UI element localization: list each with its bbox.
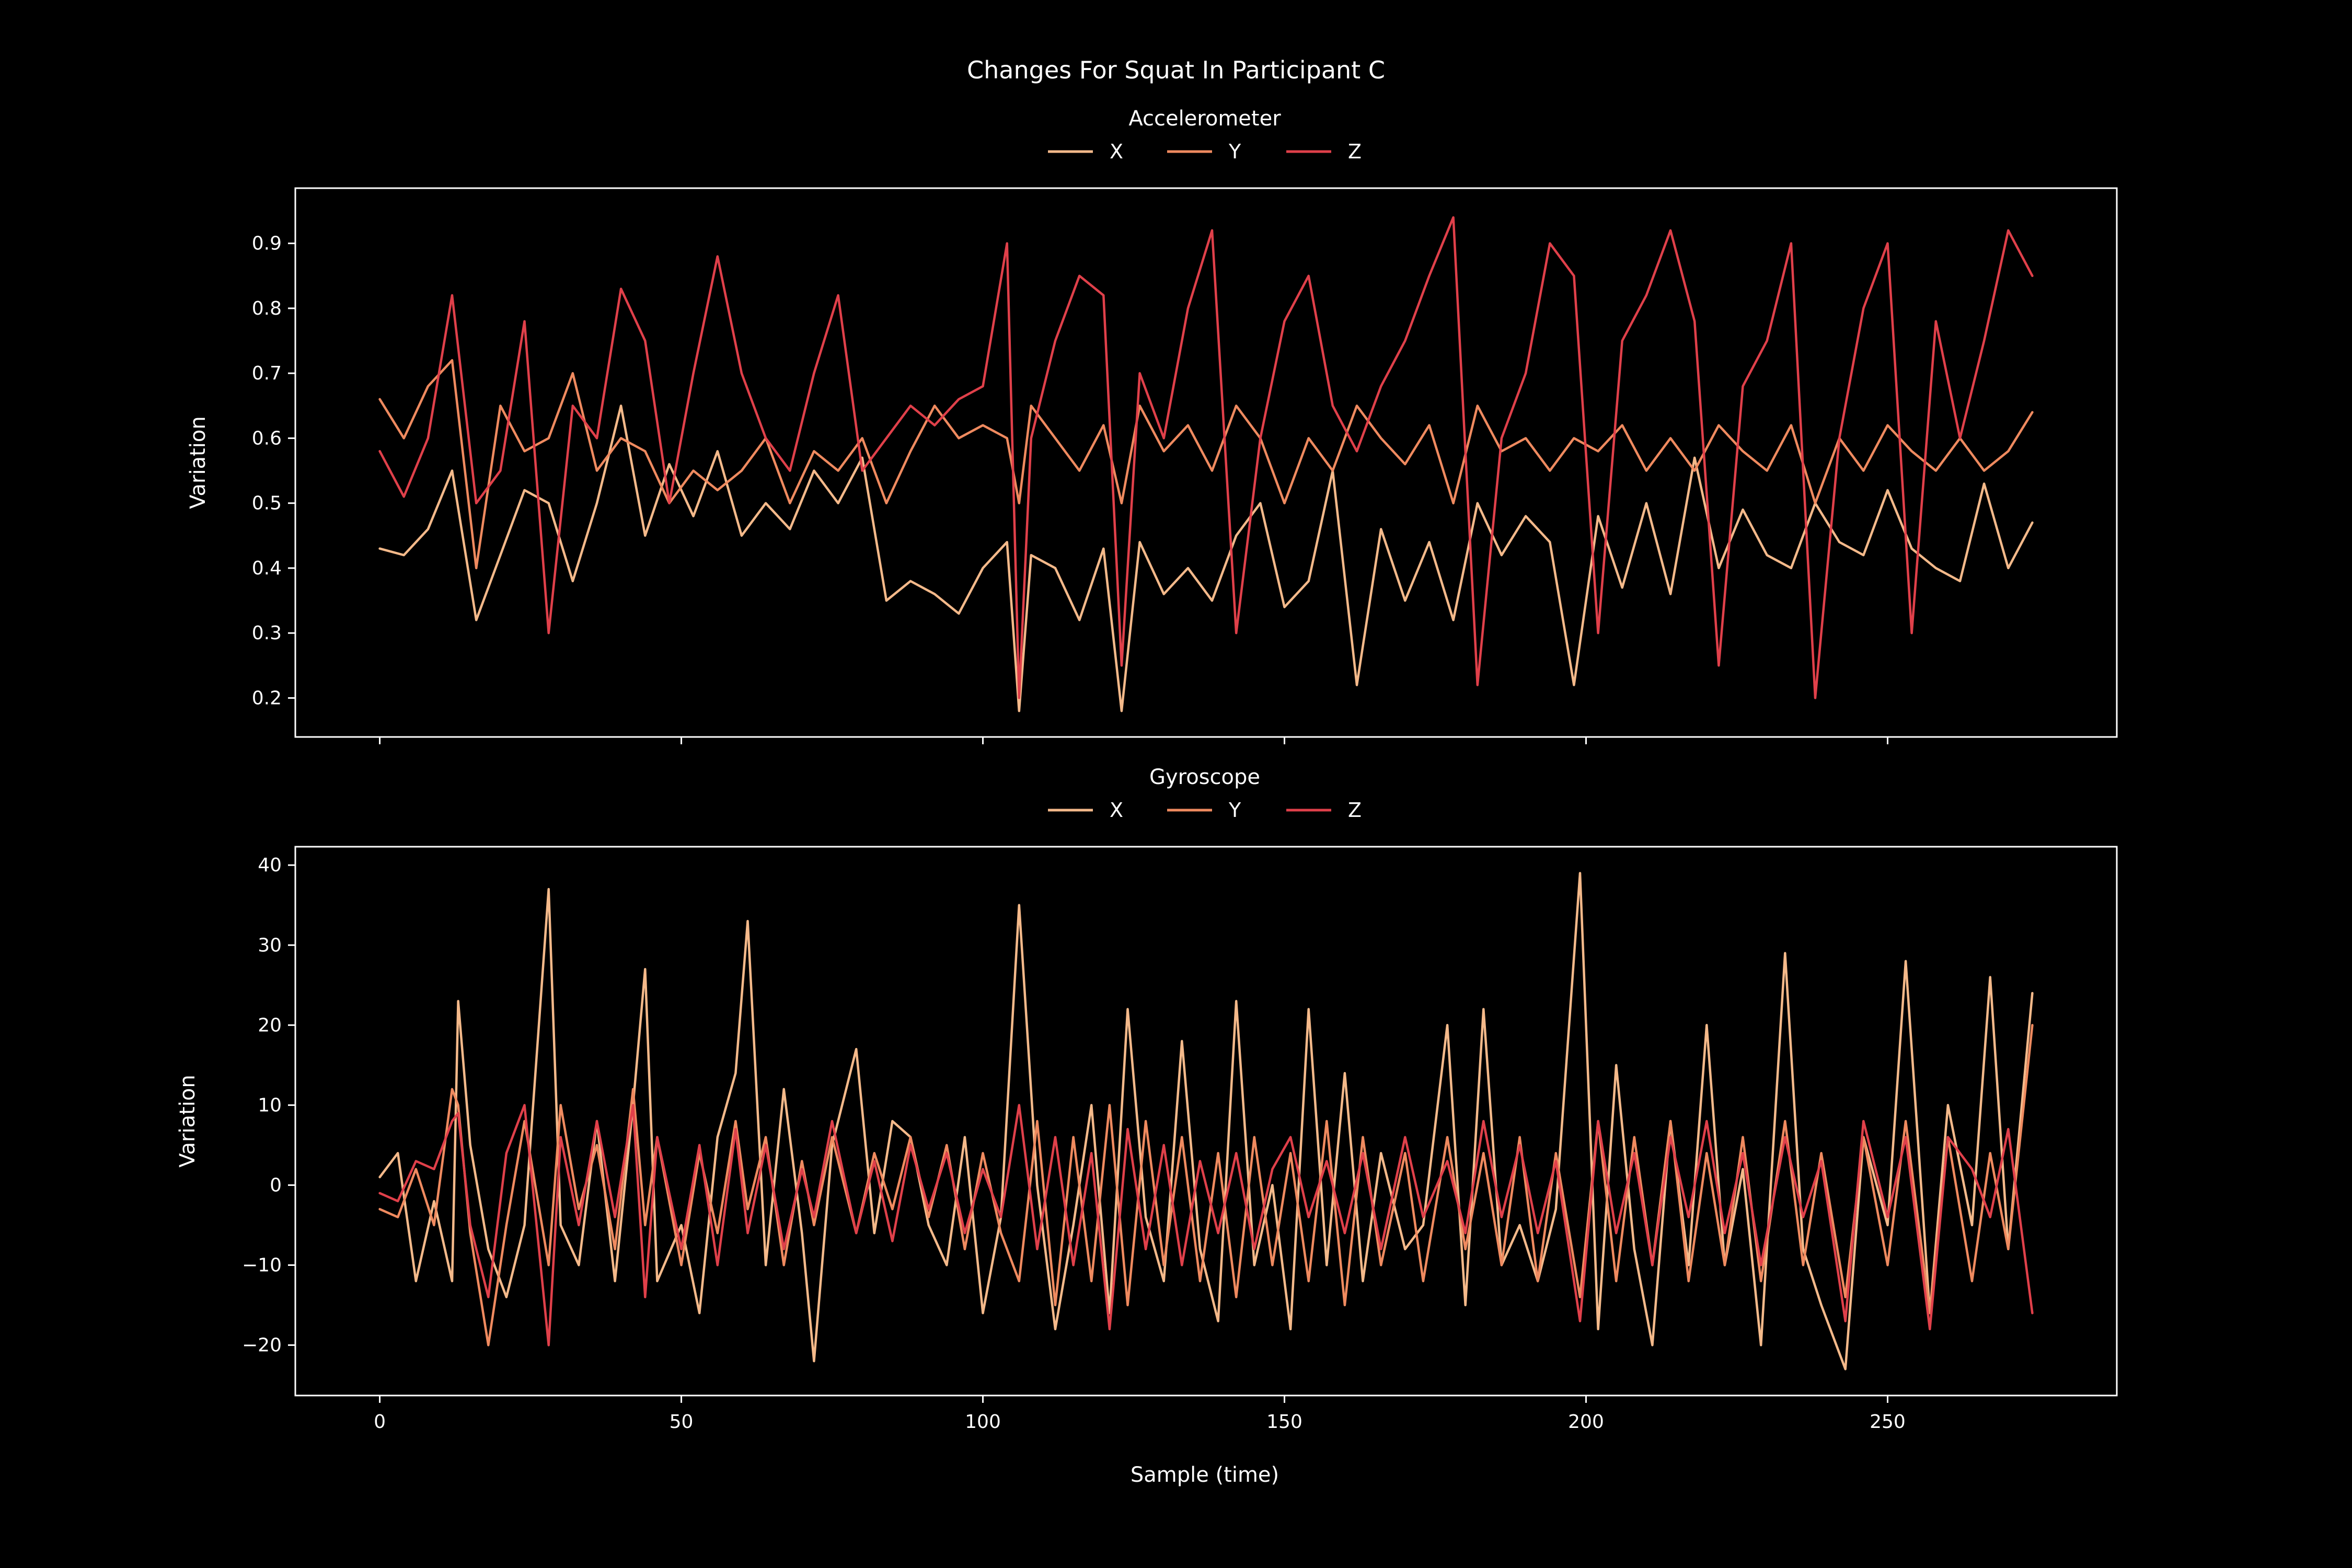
legend-label-x: X bbox=[1110, 799, 1123, 822]
x-axis-label: Sample (time) bbox=[1131, 1463, 1279, 1487]
legend-label-z: Z bbox=[1348, 140, 1362, 163]
series-group bbox=[378, 216, 2034, 712]
y-tick-label: 0.7 bbox=[252, 363, 282, 384]
series-line-z bbox=[378, 216, 2034, 699]
x-tick-label: 0 bbox=[374, 1411, 386, 1433]
x-tick-label: 50 bbox=[670, 1411, 694, 1433]
x-tick-label: 150 bbox=[1266, 1411, 1302, 1433]
chart-title: Changes For Squat In Participant C bbox=[967, 56, 1385, 84]
series-line-x bbox=[378, 405, 2034, 712]
y-tick-label: 0.4 bbox=[252, 558, 282, 579]
y-tick-label: 0.8 bbox=[252, 298, 282, 319]
legend-title: Gyroscope bbox=[1149, 765, 1260, 789]
legend-label-x: X bbox=[1110, 140, 1123, 163]
legend: Gyroscope X Y Z bbox=[1048, 765, 1362, 822]
y-tick-label: 0.9 bbox=[252, 233, 282, 255]
series-line-y bbox=[378, 1024, 2034, 1346]
plot-frame bbox=[294, 187, 2118, 738]
legend-title: Accelerometer bbox=[1128, 107, 1281, 131]
y-tick-label: 40 bbox=[258, 855, 282, 876]
y-tick-label: 0.5 bbox=[252, 493, 282, 514]
plot-frame bbox=[294, 846, 2118, 1397]
y-tick-label: 30 bbox=[258, 935, 282, 956]
legend-label-y: Y bbox=[1228, 799, 1241, 822]
x-tick-label: 200 bbox=[1568, 1411, 1604, 1433]
legend-label-z: Z bbox=[1348, 799, 1362, 822]
y-tick-label: 20 bbox=[258, 1014, 282, 1036]
y-tick-label: 0 bbox=[270, 1174, 282, 1196]
series-line-y bbox=[378, 359, 2034, 570]
series-line-z bbox=[378, 1104, 2034, 1346]
accelerometer-panel: 0.2 0.3 0.4 0.5 0.6 0.7 0.8 0.9 Variation Acceler… bbox=[186, 107, 2118, 744]
y-tick-label: 0.2 bbox=[252, 687, 282, 709]
series-group bbox=[378, 872, 2034, 1370]
y-tick-label: −20 bbox=[242, 1335, 282, 1356]
x-tick-label: 250 bbox=[1870, 1411, 1906, 1433]
x-tick-label: 100 bbox=[965, 1411, 1001, 1433]
y-tick-label: 10 bbox=[258, 1094, 282, 1116]
y-tick-label: −10 bbox=[242, 1255, 282, 1276]
gyroscope-panel: −20 −10 0 10 20 30 40 0 50 100 150 200 250 Variation G… bbox=[176, 765, 2118, 1433]
y-axis-label: Variation bbox=[186, 416, 210, 509]
legend-label-y: Y bbox=[1228, 140, 1241, 163]
y-axis-label: Variation bbox=[176, 1075, 200, 1167]
y-tick-label: 0.6 bbox=[252, 428, 282, 449]
y-tick-label: 0.3 bbox=[252, 622, 282, 644]
